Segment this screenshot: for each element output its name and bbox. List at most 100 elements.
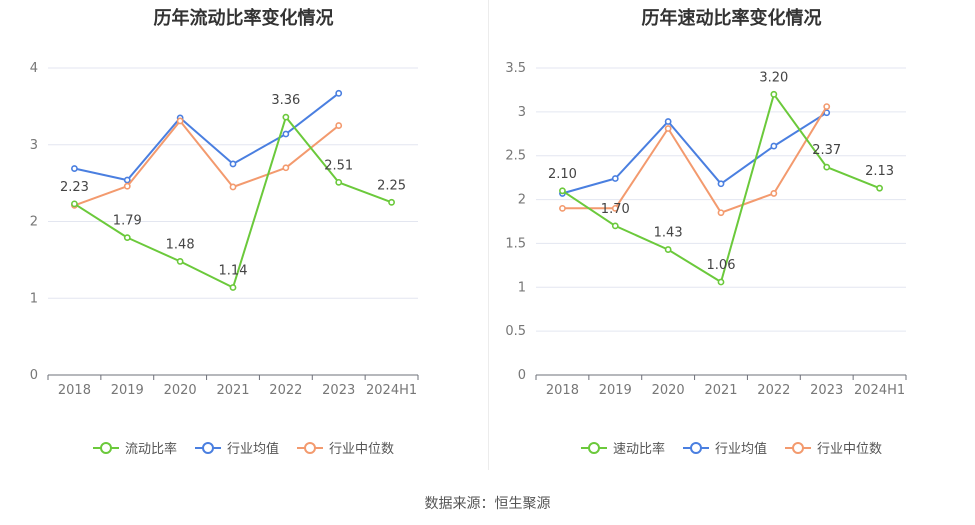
- y-tick-label: 2: [30, 215, 38, 230]
- data-point: [611, 204, 619, 212]
- data-label: 3.20: [759, 70, 788, 85]
- y-tick-label: 3: [30, 138, 38, 153]
- y-tick-label: 0.5: [505, 324, 526, 339]
- data-point: [335, 89, 343, 97]
- data-point: [71, 165, 78, 172]
- data-point: [770, 90, 778, 98]
- data-point: [823, 103, 831, 110]
- y-tick-label: 0: [518, 368, 526, 383]
- series-line: [562, 111, 828, 195]
- series-line: [561, 93, 880, 283]
- data-point: [717, 209, 725, 217]
- data-label: 2.37: [812, 143, 841, 158]
- data-point: [335, 178, 343, 186]
- data-point: [717, 180, 725, 188]
- y-tick-label: 2: [518, 193, 526, 208]
- data-point: [664, 125, 672, 132]
- current-ratio-chart: 历年流动比率变化情况 0 1 2 3 4 2018 2019 2020 2021 2022 2023…: [0, 0, 487, 470]
- data-label: 1.06: [707, 258, 736, 273]
- data-point: [123, 182, 131, 190]
- data-label: 2.51: [324, 158, 353, 173]
- legend-item[interactable]: 速动比率: [580, 438, 665, 457]
- data-point: [123, 176, 131, 184]
- series-line: [562, 106, 828, 214]
- data-label: 1.70: [601, 202, 630, 217]
- panel-divider: [488, 0, 489, 470]
- y-tick-label: 1: [518, 280, 526, 295]
- legend-marker: [689, 441, 702, 454]
- legend-item[interactable]: 行业均值: [682, 438, 767, 457]
- y-tick-label: 2.5: [505, 149, 526, 164]
- legend-line-icon: [785, 441, 811, 454]
- legend-line-icon: [194, 441, 221, 454]
- data-point: [559, 204, 566, 212]
- x-tick-label: 2024H1: [366, 383, 417, 398]
- data-label: 2.25: [377, 178, 406, 193]
- legend-line-icon: [92, 441, 119, 454]
- y-tick-label: 1.5: [505, 236, 526, 251]
- legend-label: 行业均值: [714, 442, 767, 457]
- y-tick-label: 0: [30, 368, 38, 383]
- legend-label: 流动比率: [124, 442, 177, 457]
- legend-line-icon: [580, 441, 607, 454]
- legend-item[interactable]: 行业中位数: [297, 438, 394, 457]
- y-tick-label: 1: [30, 291, 38, 306]
- legend-item[interactable]: 行业中位数: [785, 438, 882, 457]
- legend-marker: [201, 441, 214, 454]
- chart-legend: 速动比率 行业均值 行业中位数: [488, 438, 975, 457]
- data-point: [559, 187, 566, 195]
- x-tick-label: 2020: [652, 383, 685, 398]
- legend-marker: [99, 441, 112, 454]
- data-point: [229, 183, 237, 191]
- data-label: 1.48: [166, 237, 195, 252]
- data-label: 2.23: [60, 180, 89, 195]
- legend-line-icon: [297, 441, 323, 454]
- y-tick-label: 3.5: [505, 61, 526, 76]
- x-tick-label: 2022: [757, 383, 790, 398]
- legend-label: 行业均值: [226, 442, 279, 457]
- data-label: 1.43: [654, 226, 683, 241]
- x-tick-label: 2023: [810, 383, 843, 398]
- data-point: [282, 113, 290, 121]
- x-tick-label: 2018: [546, 383, 579, 398]
- x-tick-label: 2019: [111, 383, 144, 398]
- legend-marker: [792, 441, 804, 454]
- x-tick-label: 2019: [599, 383, 632, 398]
- data-point: [611, 175, 619, 182]
- data-point: [876, 184, 883, 192]
- legend-label: 行业中位数: [817, 442, 883, 457]
- legend-marker: [304, 441, 316, 454]
- data-point: [282, 164, 290, 172]
- legend-label: 行业中位数: [329, 442, 395, 457]
- data-point: [717, 278, 725, 286]
- data-point: [229, 284, 237, 291]
- data-label: 1.14: [219, 264, 248, 279]
- chart-plot: 0 0.5 1 1.5 2 2.5 3 3.5 2018 2019 2020 2021 2022 2023…: [505, 61, 907, 398]
- chart-plot: 0 1 2 3 4 2018 2019 2020 2021 2022 2023 2024H1 2.23 1…: [30, 61, 419, 398]
- x-tick-label: 2022: [269, 383, 302, 398]
- data-point: [282, 130, 290, 138]
- data-point: [664, 246, 672, 253]
- data-label: 1.79: [113, 214, 142, 229]
- chart-title: 历年流动比率变化情况: [153, 8, 334, 29]
- series-line: [73, 116, 392, 289]
- y-tick-label: 3: [518, 105, 526, 120]
- x-tick-label: 2021: [216, 383, 249, 398]
- x-tick-label: 2020: [164, 383, 197, 398]
- data-label: 2.10: [548, 167, 577, 182]
- legend-item[interactable]: 流动比率: [92, 438, 177, 457]
- x-tick-label: 2024H1: [854, 383, 905, 398]
- data-point: [664, 118, 672, 125]
- chart-title: 历年速动比率变化情况: [641, 8, 822, 29]
- quick-ratio-chart: 历年速动比率变化情况 0 0.5 1 1.5 2 2.5 3 3.5 2018 2019 2020 2…: [488, 0, 975, 470]
- data-point: [388, 198, 395, 206]
- series-line: [74, 120, 340, 207]
- data-point: [71, 200, 78, 208]
- data-label: 3.36: [271, 93, 300, 108]
- data-point: [823, 163, 831, 171]
- data-point: [770, 142, 778, 150]
- x-tick-label: 2021: [704, 383, 737, 398]
- data-point: [335, 122, 343, 129]
- legend-item[interactable]: 行业均值: [194, 438, 279, 457]
- legend-label: 速动比率: [612, 442, 665, 457]
